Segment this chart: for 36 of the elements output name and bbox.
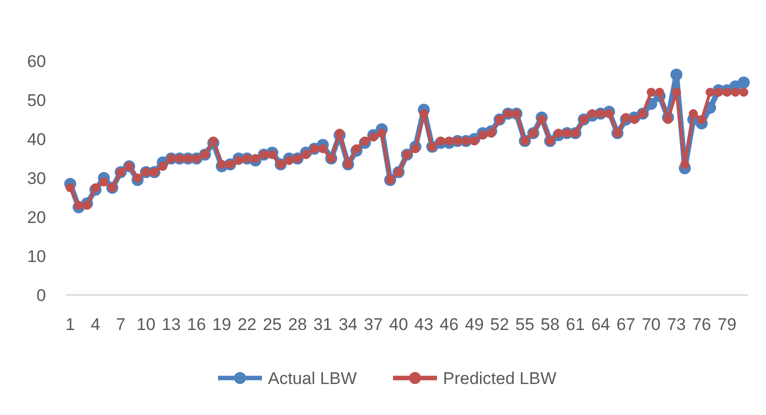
x-tick-label: 7 — [116, 315, 126, 334]
x-tick-label: 46 — [440, 315, 459, 334]
x-tick-label: 19 — [212, 315, 232, 334]
x-tick-label: 13 — [162, 315, 181, 334]
x-tick-label: 4 — [90, 315, 100, 334]
y-tick-label: 60 — [27, 52, 46, 71]
x-tick-label: 10 — [136, 315, 156, 334]
x-tick-label: 31 — [313, 315, 332, 334]
y-tick-label: 30 — [27, 168, 46, 188]
x-tick-label: 1 — [65, 315, 75, 334]
x-tick-label: 70 — [642, 315, 661, 334]
y-tick-label: 0 — [36, 286, 46, 305]
x-tick-label: 25 — [262, 315, 282, 334]
y-tick-label: 10 — [27, 246, 46, 266]
x-tick-label: 79 — [717, 315, 736, 334]
y-tick-label: 40 — [27, 130, 46, 149]
x-tick-label: 40 — [389, 315, 408, 334]
y-tick-label: 20 — [27, 208, 46, 227]
x-tick-label: 16 — [187, 315, 206, 334]
x-tick-label: 49 — [464, 315, 484, 334]
x-tick-label: 76 — [692, 315, 712, 334]
y-tick-label: 50 — [27, 90, 46, 110]
x-tick-label: 67 — [616, 315, 636, 334]
x-tick-label: 22 — [238, 315, 256, 334]
x-tick-label: 58 — [540, 315, 560, 334]
x-tick-label: 43 — [414, 315, 434, 334]
x-tick-label: 64 — [591, 315, 610, 334]
x-tick-label: 55 — [515, 315, 534, 334]
x-tick-label: 28 — [288, 315, 308, 334]
x-tick-label: 61 — [566, 315, 585, 334]
legend-label: Actual LBW — [268, 368, 357, 388]
legend-label: Predicted LBW — [443, 368, 556, 388]
x-tick-label: 52 — [490, 315, 510, 334]
x-tick-label: 73 — [666, 315, 686, 334]
x-tick-label: 37 — [364, 315, 383, 334]
x-tick-label: 34 — [338, 315, 358, 334]
